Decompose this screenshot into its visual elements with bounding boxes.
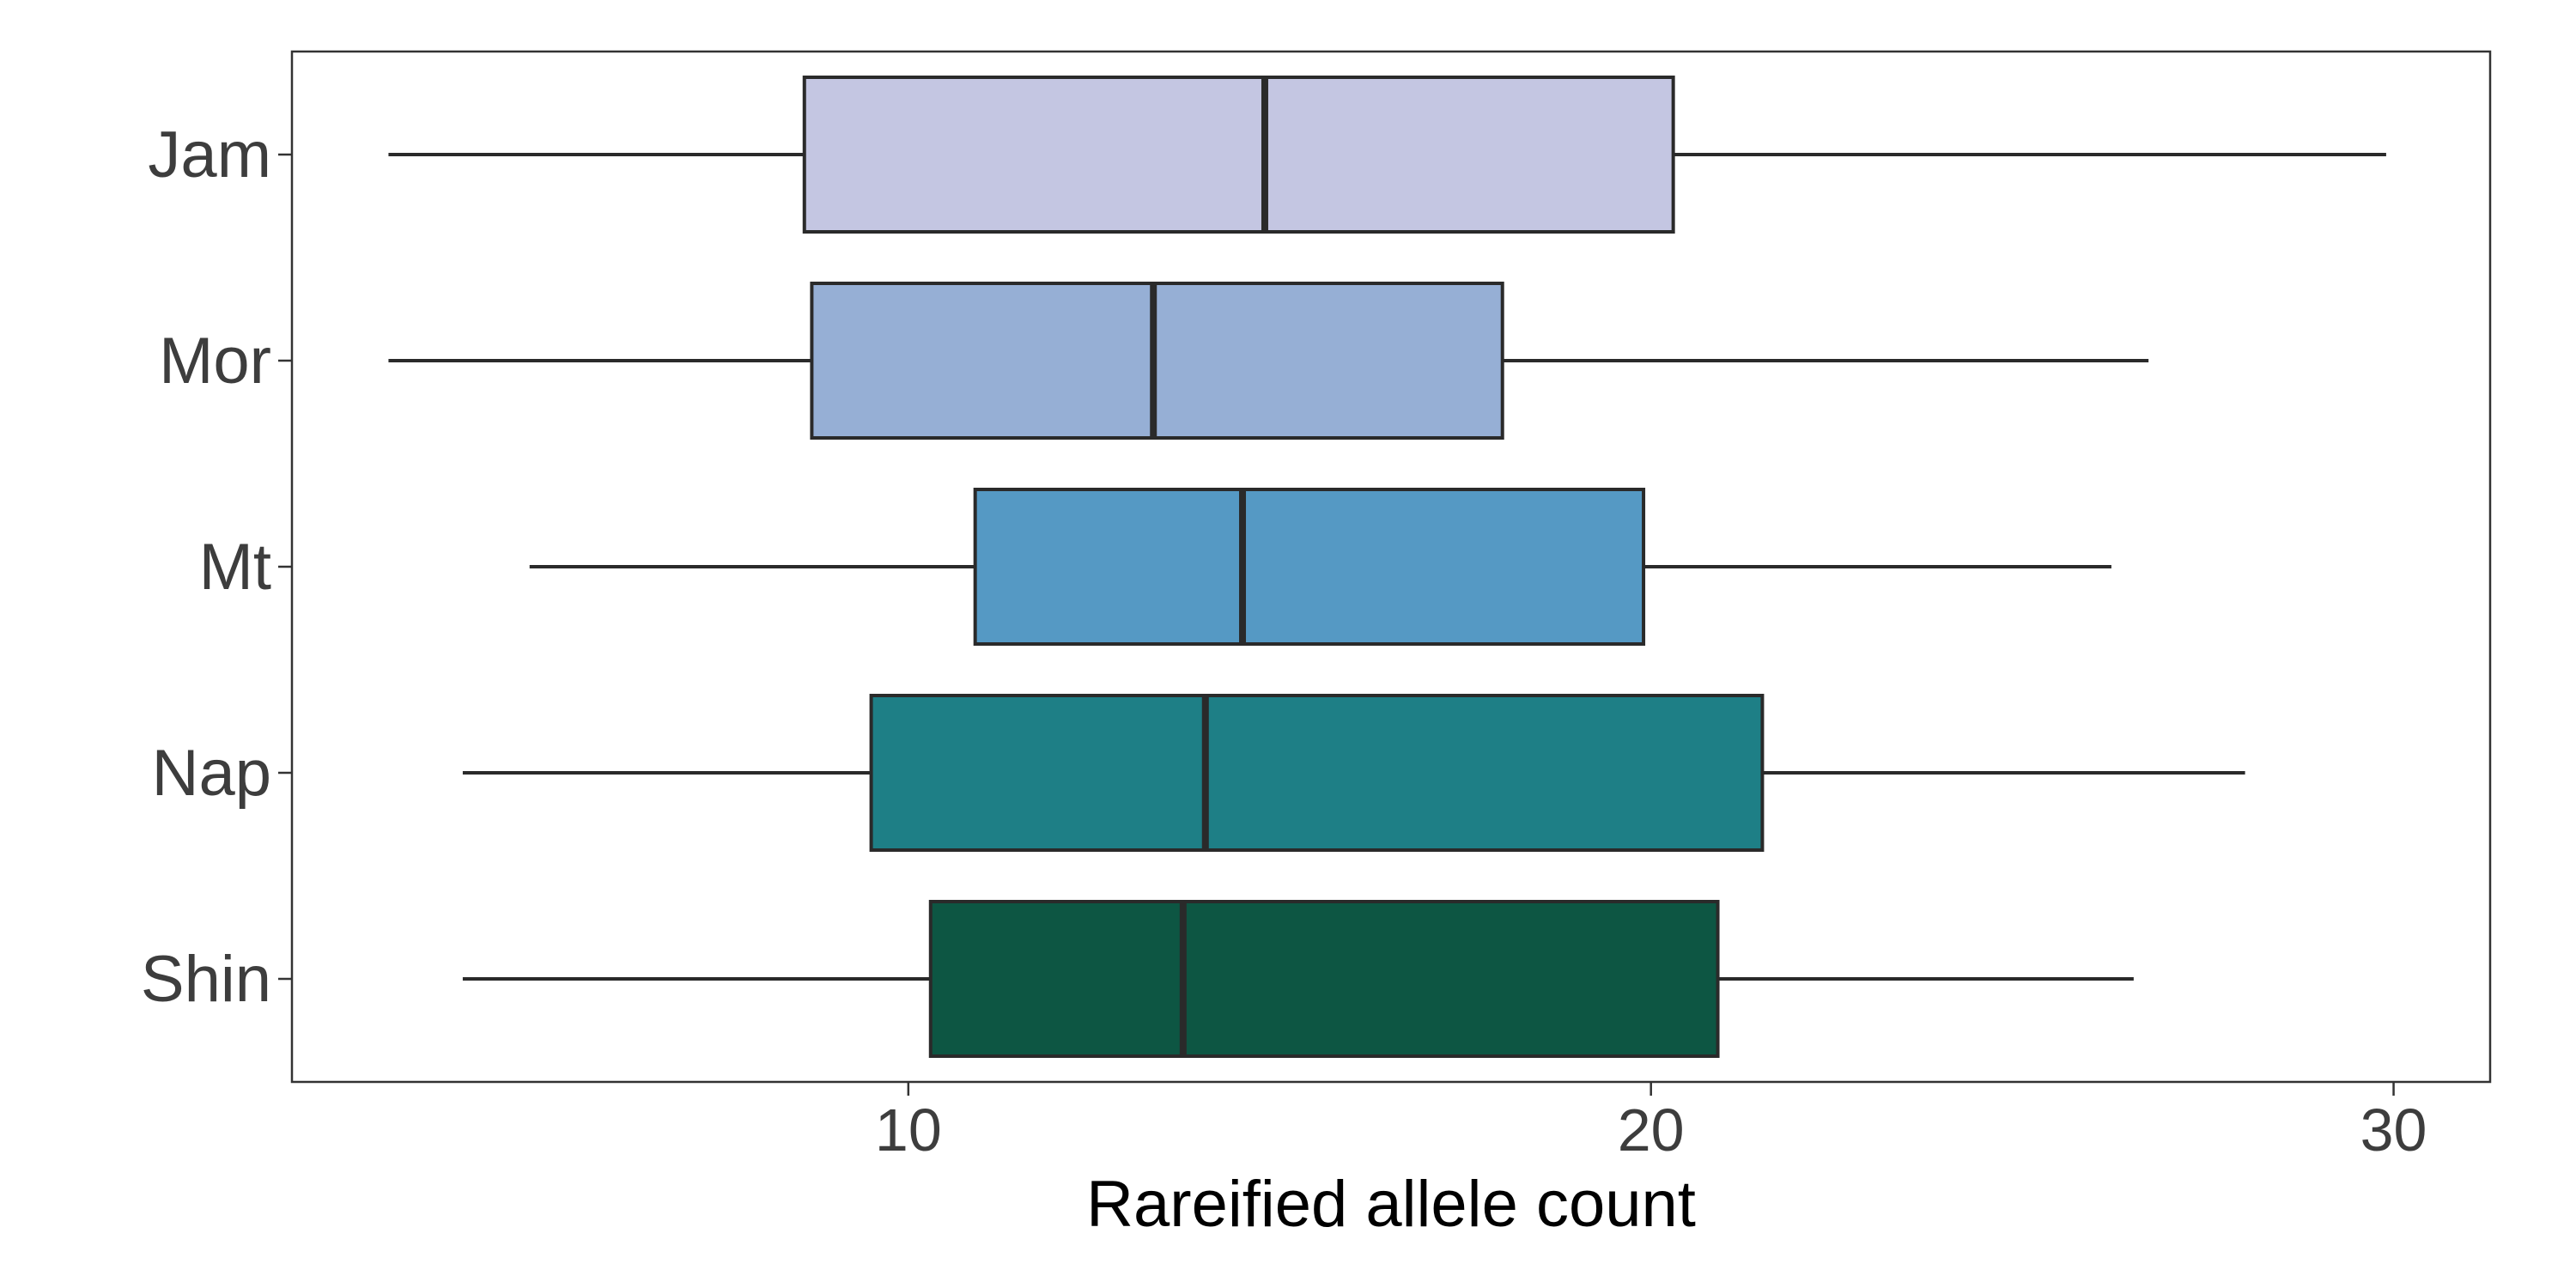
box-mor bbox=[388, 282, 2149, 440]
boxes bbox=[388, 76, 2386, 1058]
y-tick-label-nap: Nap bbox=[152, 737, 271, 810]
y-tick-label-mt: Mt bbox=[199, 531, 271, 604]
box-mt bbox=[529, 488, 2111, 646]
box-shin bbox=[462, 900, 2134, 1058]
iqr-box bbox=[928, 900, 1720, 1058]
x-tick-label: 30 bbox=[2360, 1097, 2427, 1163]
iqr-box bbox=[869, 694, 1765, 852]
iqr-box bbox=[802, 76, 1675, 234]
x-tick-label: 10 bbox=[875, 1097, 942, 1163]
x-axis-title: Rareified allele count bbox=[1086, 1168, 1696, 1241]
y-tick-label-jam: Jam bbox=[148, 118, 271, 191]
y-tick-label-shin: Shin bbox=[141, 943, 271, 1016]
box-nap bbox=[462, 694, 2245, 852]
box-jam bbox=[388, 76, 2386, 234]
x-tick-label: 20 bbox=[1618, 1097, 1685, 1163]
iqr-box bbox=[973, 488, 1646, 646]
iqr-box bbox=[810, 282, 1504, 440]
y-tick-label-mor: Mor bbox=[159, 325, 271, 398]
axes: 10 20 30 Jam Mor Mt Nap Shin bbox=[141, 118, 2427, 1163]
